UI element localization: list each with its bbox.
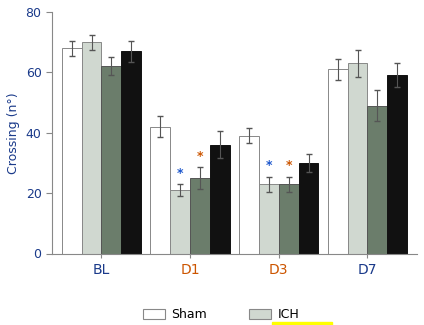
Bar — [210, 145, 230, 254]
Bar — [279, 184, 298, 254]
Legend: Sham, Green tea, ICH, Red tea: Sham, Green tea, ICH, Red tea — [143, 308, 326, 325]
Bar — [298, 163, 318, 254]
Y-axis label: Crossing (n°): Crossing (n°) — [7, 92, 20, 174]
Bar — [170, 190, 190, 254]
Bar — [121, 51, 141, 254]
Text: *: * — [285, 159, 292, 172]
Bar — [62, 48, 82, 254]
Bar — [190, 178, 210, 254]
Text: *: * — [197, 150, 204, 163]
Bar — [387, 75, 407, 254]
Bar — [101, 66, 121, 254]
Bar — [239, 136, 259, 254]
Text: *: * — [266, 159, 272, 172]
Bar — [348, 63, 368, 254]
Bar — [368, 106, 387, 254]
Bar — [259, 184, 279, 254]
Text: *: * — [177, 166, 184, 179]
Bar — [82, 42, 101, 254]
Bar — [328, 69, 348, 254]
Bar — [151, 127, 170, 254]
